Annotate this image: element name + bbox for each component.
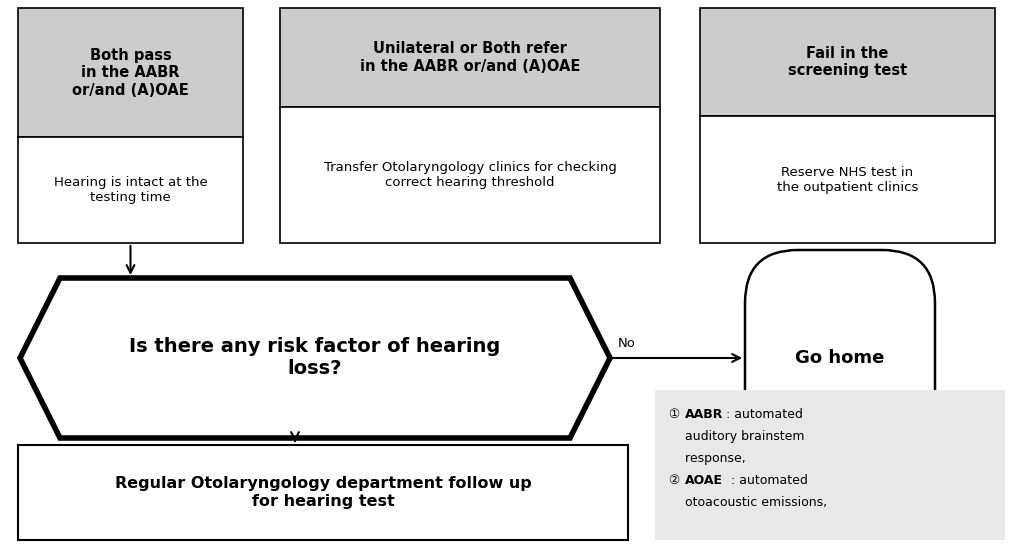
Text: otoacoustic emissions,: otoacoustic emissions, <box>669 496 827 509</box>
Text: auditory brainstem: auditory brainstem <box>669 430 805 443</box>
Bar <box>18 8 243 137</box>
Text: Hearing is intact at the
testing time: Hearing is intact at the testing time <box>53 176 208 204</box>
Bar <box>18 445 628 540</box>
Polygon shape <box>20 278 610 438</box>
FancyBboxPatch shape <box>745 250 935 466</box>
Text: response,: response, <box>669 452 745 465</box>
Text: Reserve NHS test in
the outpatient clinics: Reserve NHS test in the outpatient clini… <box>777 166 919 194</box>
Text: ①: ① <box>669 408 684 421</box>
Text: : automated: : automated <box>726 408 803 421</box>
Text: Fail in the
screening test: Fail in the screening test <box>787 46 907 78</box>
Text: : automated: : automated <box>731 474 808 487</box>
Text: AOAE: AOAE <box>685 474 723 487</box>
Text: No: No <box>618 337 636 350</box>
Text: Transfer Otolaryngology clinics for checking
correct hearing threshold: Transfer Otolaryngology clinics for chec… <box>324 161 616 189</box>
Text: Go home: Go home <box>796 349 885 367</box>
Bar <box>700 8 995 116</box>
Text: AABR: AABR <box>685 408 723 421</box>
Bar <box>280 107 660 243</box>
Text: Is there any risk factor of hearing
loss?: Is there any risk factor of hearing loss… <box>129 337 501 379</box>
Text: Unilateral or Both refer
in the AABR or/and (A)OAE: Unilateral or Both refer in the AABR or/… <box>359 41 581 73</box>
Bar <box>18 137 243 243</box>
Text: Regular Otolaryngology department follow up
for hearing test: Regular Otolaryngology department follow… <box>115 476 531 509</box>
Text: ②: ② <box>669 474 684 487</box>
Text: Yes: Yes <box>265 450 287 463</box>
Bar <box>700 116 995 243</box>
Bar <box>655 390 1005 540</box>
Bar <box>280 8 660 107</box>
Text: Both pass
in the AABR
or/and (A)OAE: Both pass in the AABR or/and (A)OAE <box>72 47 188 98</box>
